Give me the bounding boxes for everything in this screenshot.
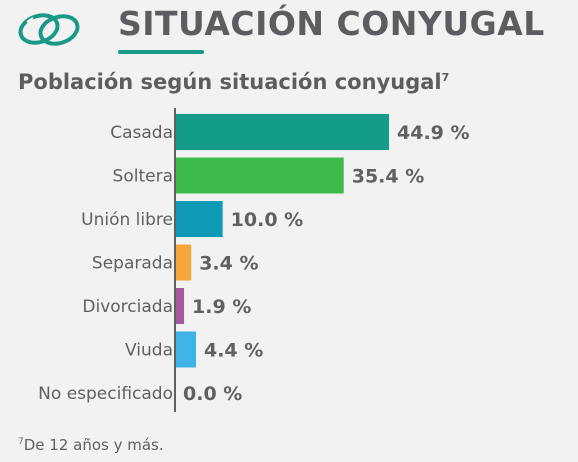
category-label-separada: Separada <box>92 254 173 274</box>
value-label-divorciada: 1.9 % <box>192 296 251 318</box>
header: SITUACIÓN CONYUGAL <box>0 0 578 62</box>
wedding-rings-icon <box>18 13 80 46</box>
value-label-viuda: 4.4 % <box>204 340 263 362</box>
value-label-soltera: 35.4 % <box>352 166 425 188</box>
chart-title: Población según situación conyugal7 <box>18 70 449 94</box>
value-label-casada: 44.9 % <box>397 122 470 144</box>
category-label-union-libre: Unión libre <box>81 210 173 230</box>
bar-separada <box>175 244 192 281</box>
bar-chart: Casada 44.9 % Soltera 35.4 % Unión libre 10.0… <box>38 108 470 412</box>
section-title: SITUACIÓN CONYUGAL <box>118 4 545 43</box>
value-label-no-especificado: 0.0 % <box>183 383 242 405</box>
category-label-no-especificado: No especificado <box>38 384 173 404</box>
title-underline <box>118 50 204 54</box>
footnote: 7De 12 años y más. <box>18 436 164 454</box>
bar-viuda <box>175 331 196 368</box>
chart-title-footnote-ref: 7 <box>441 71 450 84</box>
value-label-separada: 3.4 % <box>199 253 258 275</box>
bar-soltera <box>175 157 344 194</box>
category-label-divorciada: Divorciada <box>82 297 173 317</box>
footnote-ref: 7 <box>18 437 24 447</box>
category-label-viuda: Viuda <box>125 341 173 361</box>
category-label-casada: Casada <box>110 123 173 143</box>
category-label-soltera: Soltera <box>113 167 173 187</box>
footnote-text: De 12 años y más. <box>23 436 164 454</box>
bar-casada <box>175 114 389 150</box>
value-label-union-libre: 10.0 % <box>231 209 304 231</box>
bar-divorciada <box>175 288 185 324</box>
chart-title-text: Población según situación conyugal <box>18 70 442 94</box>
bar-union-libre <box>175 201 223 237</box>
